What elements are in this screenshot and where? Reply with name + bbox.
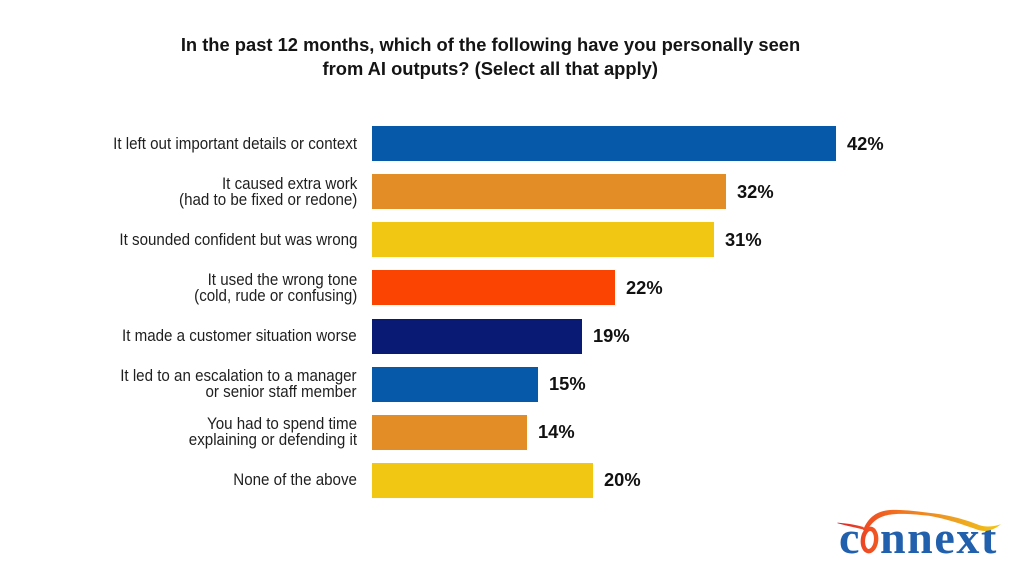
svg-text:c: c (839, 512, 859, 563)
svg-text:nnext: nnext (880, 512, 998, 563)
